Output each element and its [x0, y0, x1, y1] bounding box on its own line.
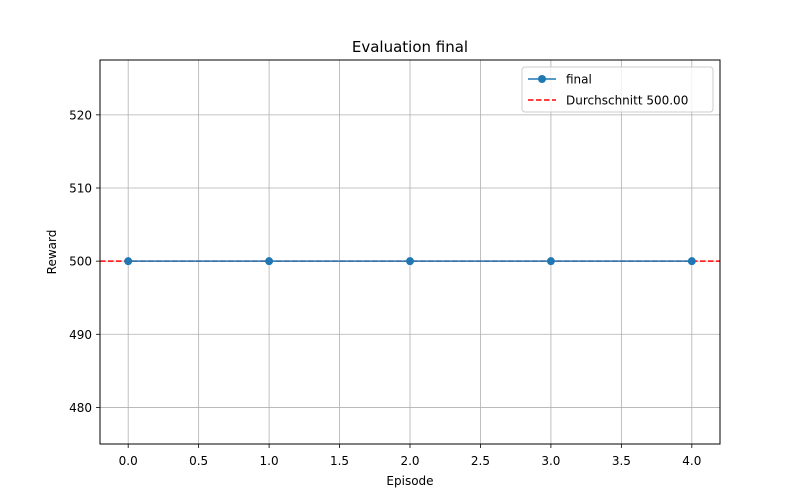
data-point — [687, 257, 696, 266]
x-tick-label: 1.0 — [260, 454, 279, 468]
x-tick-label: 4.0 — [682, 454, 701, 468]
x-tick-label: 2.5 — [471, 454, 490, 468]
chart-title: Evaluation final — [352, 38, 468, 56]
y-tick-label: 480 — [69, 401, 92, 415]
y-tick-label: 500 — [69, 255, 92, 269]
grid — [100, 60, 720, 444]
x-tick-label: 0.0 — [119, 454, 138, 468]
x-tick-label: 0.5 — [189, 454, 208, 468]
y-tick-label: 490 — [69, 328, 92, 342]
legend: final Durchschnitt 500.00 — [521, 66, 714, 113]
x-tick-label: 1.5 — [330, 454, 349, 468]
x-tick-label: 2.0 — [400, 454, 419, 468]
data-point — [265, 257, 274, 266]
data-point — [124, 257, 133, 266]
y-axis-label: Reward — [45, 230, 59, 275]
legend-reference-label: Durchschnitt 500.00 — [566, 94, 688, 108]
data-point — [406, 257, 414, 266]
x-axis-ticks: 0.0 0.5 1.0 1.5 2.0 2.5 3.0 3.5 4.0 — [119, 444, 701, 468]
y-axis-ticks: 480 490 500 510 520 — [69, 108, 100, 415]
y-tick-label: 510 — [69, 182, 92, 196]
y-tick-label: 520 — [69, 108, 92, 122]
data-point — [546, 257, 555, 266]
legend-series-label: final — [566, 73, 592, 87]
x-axis-label: Episode — [386, 474, 433, 488]
x-tick-label: 3.0 — [541, 454, 560, 468]
legend-series-marker — [538, 75, 546, 83]
x-tick-label: 3.5 — [612, 454, 631, 468]
legend-box — [521, 66, 714, 113]
series-layer — [124, 257, 696, 266]
